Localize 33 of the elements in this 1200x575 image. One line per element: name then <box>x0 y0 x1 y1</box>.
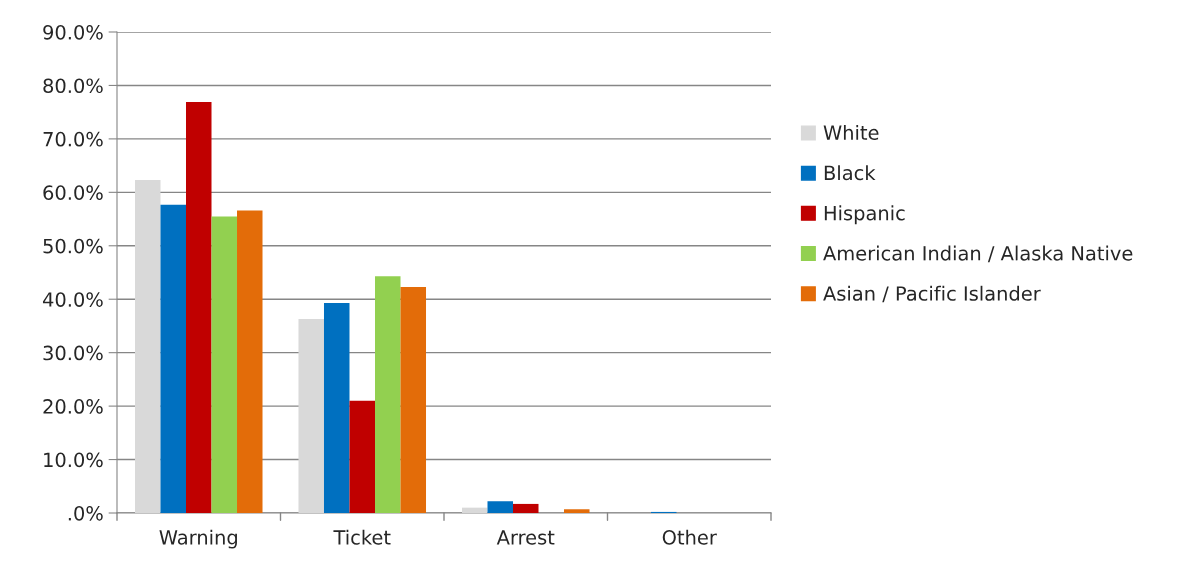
legend-label: Hispanic <box>824 205 905 225</box>
bar <box>323 302 350 513</box>
bar <box>461 507 488 513</box>
bar <box>375 276 401 513</box>
bar <box>211 216 238 513</box>
bar <box>298 319 324 513</box>
y-tick-label: 80.0% <box>43 78 103 94</box>
y-tick-label: 20.0% <box>43 399 103 414</box>
bar <box>487 501 513 513</box>
y-tick-label: 30.0% <box>43 345 103 361</box>
bar <box>237 210 263 513</box>
bar <box>134 180 161 513</box>
bar <box>564 509 590 513</box>
y-tick-label: 60.0% <box>43 185 103 200</box>
x-tick-label: Other <box>662 529 717 545</box>
bar <box>400 286 427 513</box>
bar <box>349 400 375 513</box>
y-tick-label: 50.0% <box>43 238 103 254</box>
y-tick-label: 40.0% <box>42 292 103 307</box>
legend-label: Black <box>824 165 876 181</box>
legend-label: White <box>823 124 879 141</box>
bar <box>513 503 539 513</box>
y-tick-label: 90.0% <box>43 24 103 40</box>
legend-label: Asian / Pacific Islander <box>823 285 1041 303</box>
y-tick-label: 10.0% <box>44 452 103 468</box>
x-tick-label: Arrest <box>496 530 555 545</box>
bar <box>160 204 186 513</box>
x-tick-label: Warning <box>159 529 237 549</box>
x-tick-label: Ticket <box>333 529 391 545</box>
y-tick-label: .0% <box>68 505 103 521</box>
y-tick-label: 70.0% <box>43 131 103 147</box>
legend-label: American Indian / Alaska Native <box>823 245 1133 263</box>
bar <box>186 102 212 513</box>
